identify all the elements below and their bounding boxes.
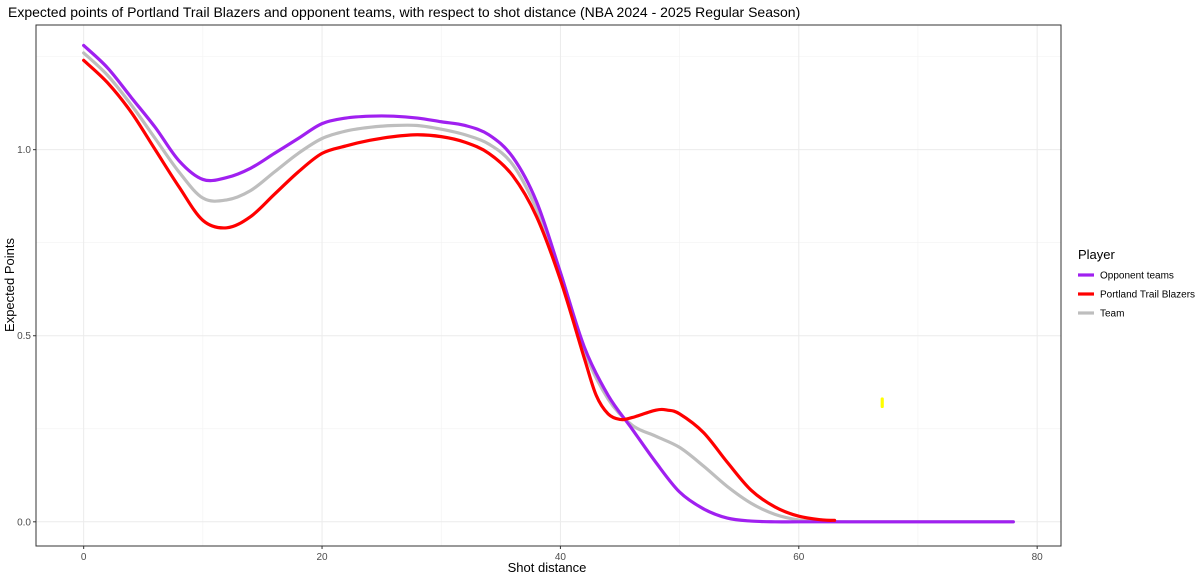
x-tick-label: 0 <box>81 552 87 563</box>
y-axis: 0.0 0.5 1.0 <box>17 145 36 528</box>
x-axis-title: Shot distance <box>508 560 587 574</box>
series-layer <box>82 43 1015 524</box>
y-tick-label: 0.0 <box>17 517 31 528</box>
legend-label-portland-trail-blazers: Portland Trail Blazers <box>1100 290 1195 301</box>
x-tick-label: 80 <box>1032 552 1044 563</box>
panel-border <box>35 24 1062 547</box>
legend-label-team: Team <box>1100 309 1124 320</box>
chart-title: Expected points of Portland Trail Blazer… <box>8 4 800 20</box>
legend: Player Opponent teams Portland Trail Blaz… <box>1078 247 1195 320</box>
x-tick-label: 40 <box>555 552 567 563</box>
series-line-opponent-teams <box>82 43 1015 524</box>
legend-items: Opponent teams Portland Trail Blazers Team <box>1078 271 1195 320</box>
x-tick-label: 60 <box>793 552 805 563</box>
y-tick-label: 1.0 <box>17 145 31 156</box>
legend-label-opponent-teams: Opponent teams <box>1100 271 1174 282</box>
series-line-portland-trail-blazers <box>82 58 837 522</box>
legend-title: Player <box>1078 247 1116 262</box>
x-tick-label: 20 <box>316 552 328 563</box>
plot-area <box>35 24 1062 547</box>
y-axis-title: Expected Points <box>2 238 17 332</box>
y-tick-label: 0.5 <box>17 331 31 342</box>
x-axis: 0 20 40 60 80 <box>81 546 1043 563</box>
series-line-team <box>82 51 1015 524</box>
